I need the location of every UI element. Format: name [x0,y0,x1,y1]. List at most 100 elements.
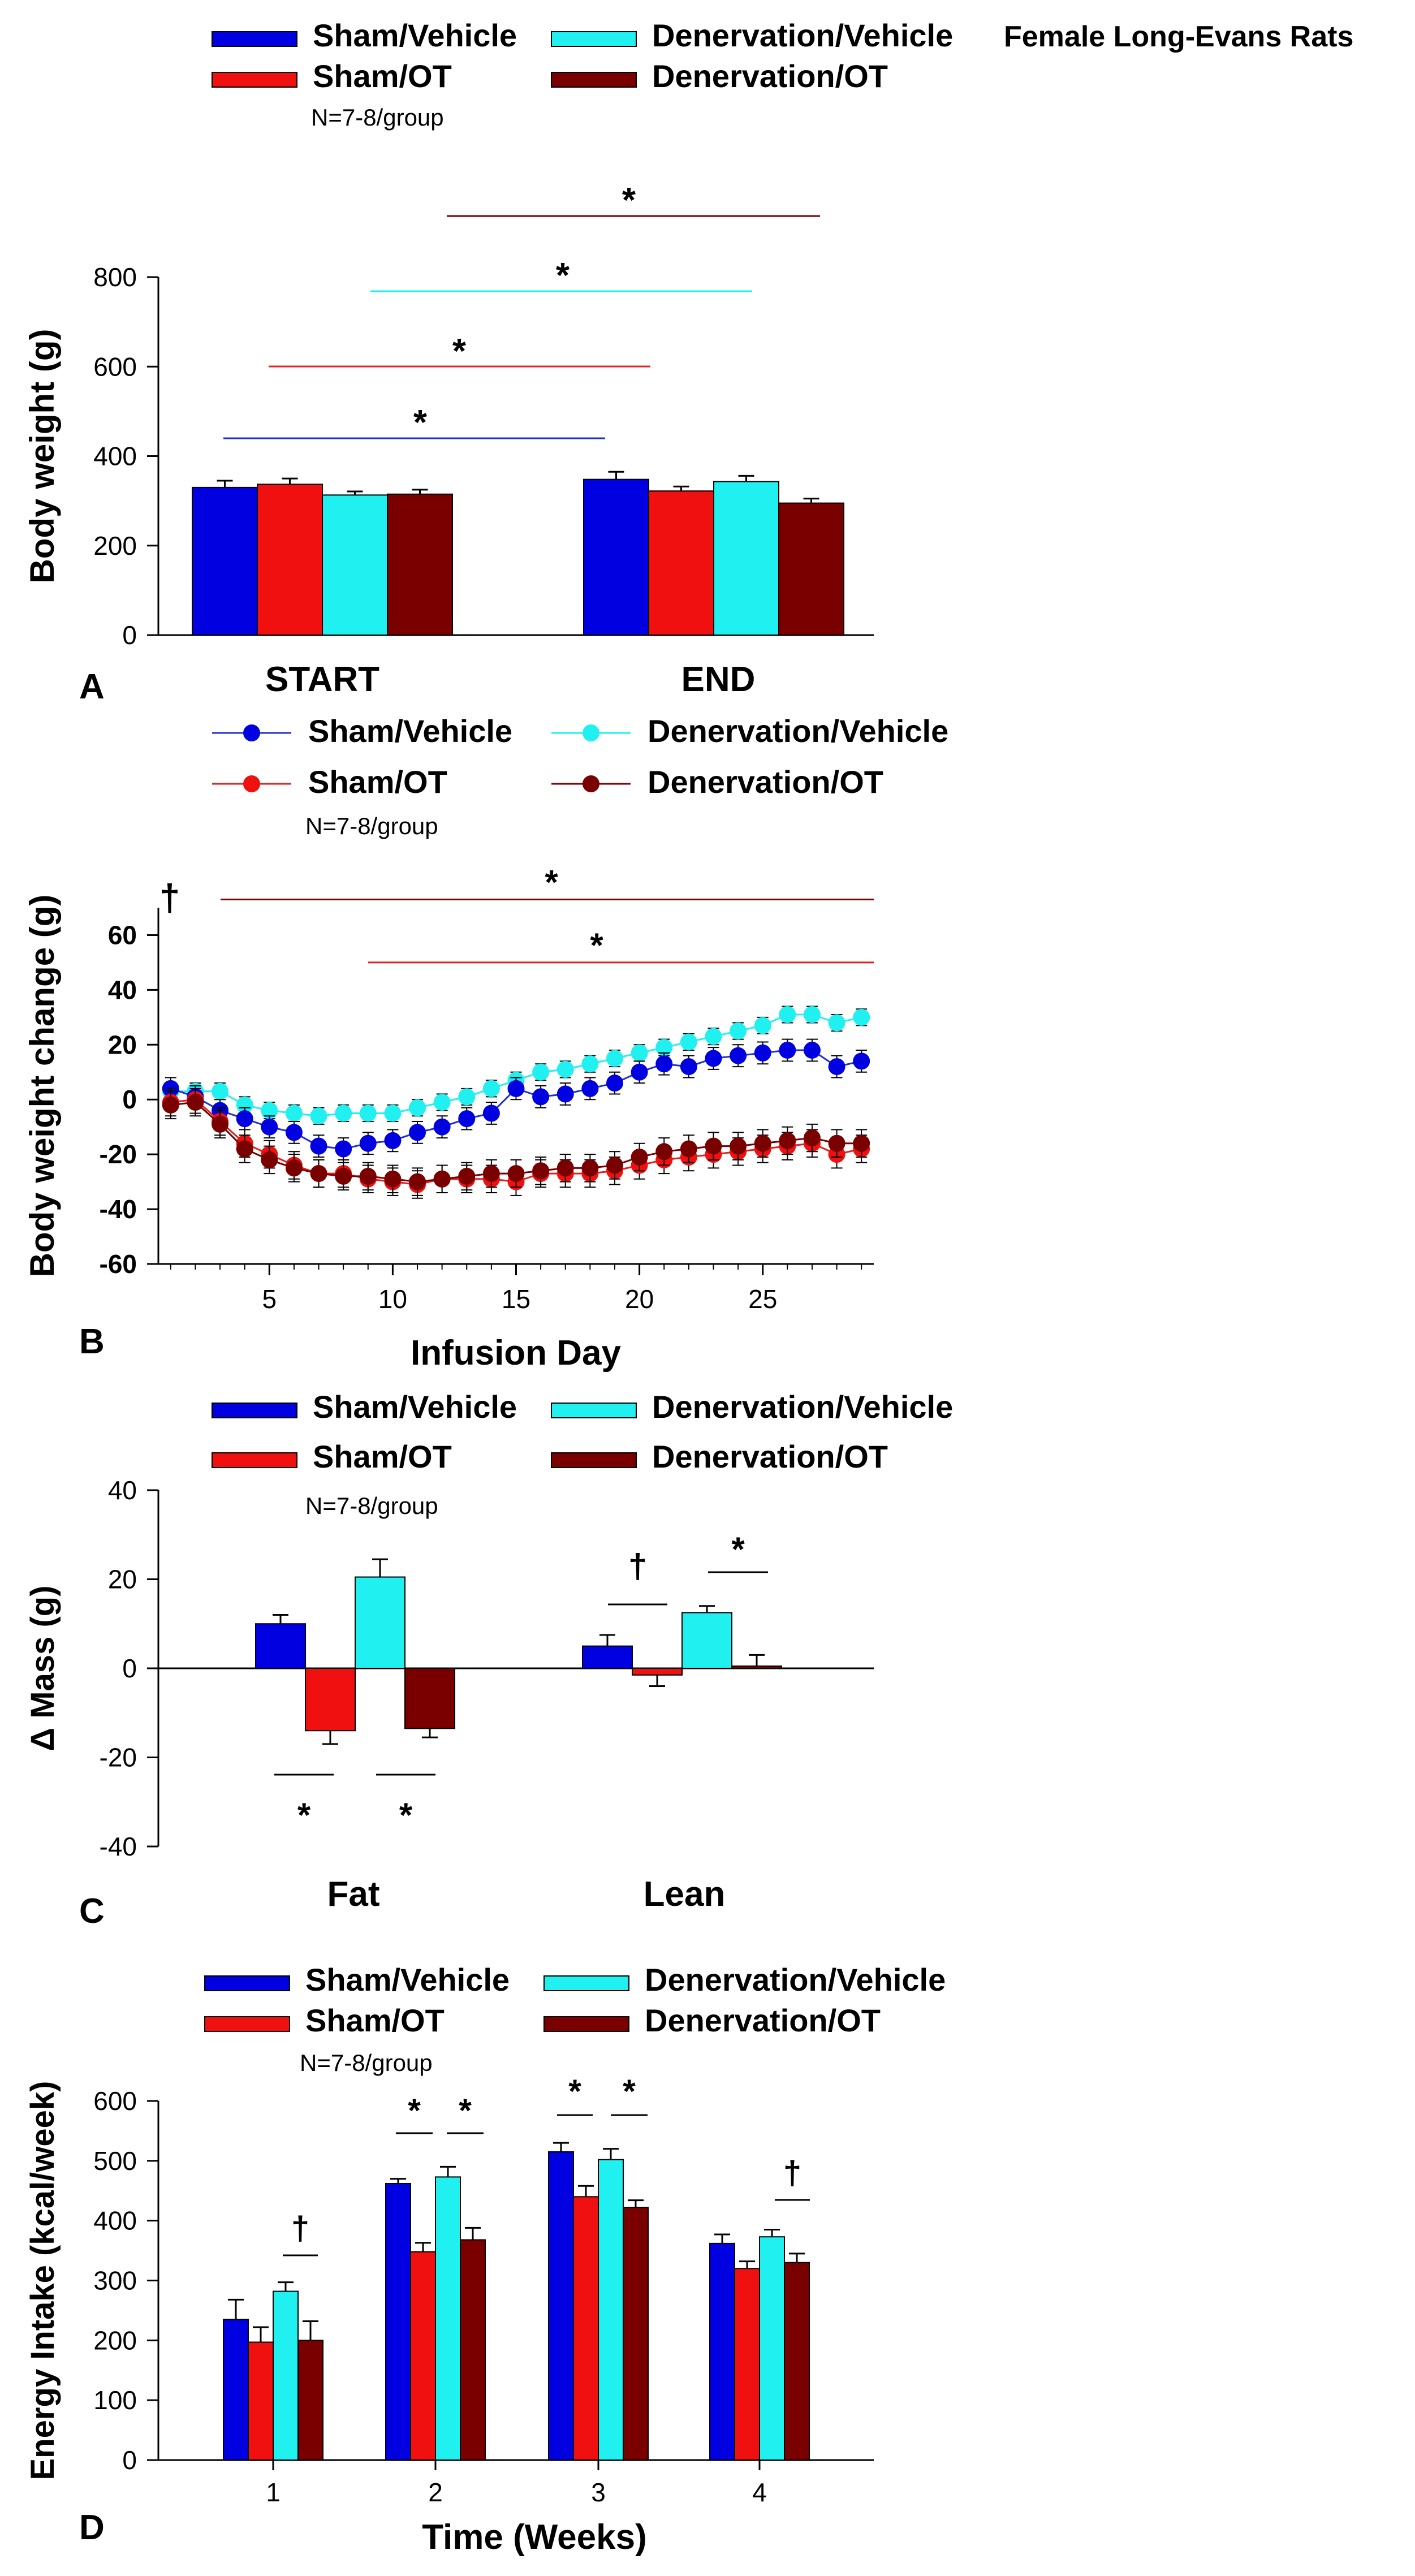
point-den_ot [556,1159,574,1177]
point-sham_vehicle [335,1140,352,1158]
legend-label-den_ot: Denervation/OT [652,1439,888,1474]
point-den_ot [187,1094,204,1111]
significance-mark: † [628,1547,647,1585]
x-axis-title: Time (Weeks) [422,2518,646,2557]
significance-star: * [545,863,558,901]
y-tick-label: -20 [100,1743,137,1772]
x-tick-label: 5 [262,1284,277,1314]
bar-den_ot-1 [778,502,844,636]
point-sham_ot [433,1094,451,1111]
legend: Sham/Vehicle Denervation/Vehicle Sham/OT De… [204,1962,946,2038]
legend-swatch-den_ot [551,1452,637,1468]
point-sham_ot [655,1039,673,1056]
point-den_ot [754,1134,771,1152]
point-den_ot [828,1134,845,1152]
point-den_ot [236,1140,253,1158]
dagger-mark: † [159,877,180,918]
panel-label-d: D [79,2508,105,2547]
point-sham_vehicle [532,1088,550,1106]
category-label-end: END [681,660,756,699]
point-sham_ot [730,1022,747,1040]
legend-swatch-den_vehicle [543,1975,629,1991]
y-tick-label: 20 [108,1030,137,1059]
significance-mark: * [459,2092,472,2129]
y-tick-label: 40 [108,975,137,1004]
point-sham_ot [261,1102,278,1119]
point-sham_ot [409,1099,426,1116]
y-axis-title: Energy Intake (kcal/week) [24,2081,61,2480]
category-label-lean: Lean [644,1875,726,1914]
y-axis-title: Δ Mass (g) [24,1585,61,1751]
legend-swatch-den_ot [543,2016,629,2032]
legend-label-sham_vehicle: Sham/Vehicle [308,713,512,749]
point-sham_vehicle [482,1104,500,1122]
group-n-label: N=7-8/group [305,813,438,839]
y-tick-label: 100 [93,2385,137,2415]
point-den_ot [507,1165,525,1183]
point-sham_vehicle [458,1110,476,1128]
bar-sham_ot-2 [598,2159,624,2461]
significance-star: * [622,181,636,220]
point-den_ot [409,1173,426,1190]
point-sham_ot [335,1104,352,1122]
legend-label-sham_vehicle: Sham/Vehicle [313,1389,517,1425]
point-sham_ot [532,1063,550,1081]
point-sham_vehicle [285,1124,303,1141]
legend-label-sham_ot: Sham/OT [313,1439,452,1474]
significance-mark: * [408,2092,421,2129]
panel-label-a: A [79,667,105,706]
y-tick-label: 400 [93,2206,137,2236]
legend: Sham/Vehicle Denervation/Vehicle Sham/OT De… [212,1389,953,1474]
point-den_ot [655,1143,673,1160]
point-sham_ot [680,1033,697,1051]
point-sham_vehicle [261,1118,278,1136]
bar-sham_vehicle-0 [192,486,258,636]
legend-swatch-den_vehicle [551,1403,637,1418]
bar-sham_vehicle-1 [583,478,649,636]
point-sham_ot [853,1008,870,1026]
legend-label-den_vehicle: Denervation/Vehicle [652,1389,953,1425]
x-tick-label-3: 3 [591,2478,606,2507]
point-sham_vehicle [606,1075,623,1092]
y-tick-label: 60 [108,920,137,950]
y-axis-title: Body weight change (g) [23,895,61,1278]
bar-sham_vehicle-2 [548,2151,574,2461]
bar-sham_ot-0 [322,494,388,636]
category-label-start: START [265,660,379,699]
bar-den_ot-1 [731,1665,782,1669]
legend-swatch-sham_vehicle [204,1975,290,1991]
y-tick-label: 40 [108,1475,137,1505]
point-sham_ot [779,1006,796,1023]
y-tick-label: 0 [122,2445,137,2475]
point-den_ot [680,1140,697,1158]
legend-swatch-sham_ot [204,2016,290,2032]
x-axis-title: Infusion Day [411,1334,622,1373]
y-tick-label: 20 [108,1565,137,1594]
point-sham_ot [803,1006,821,1023]
header-note: Female Long-Evans Rats [1004,20,1353,53]
y-tick-label: 200 [93,531,137,560]
x-tick-label-4: 4 [752,2478,767,2507]
chart-panel-D: 0 100 200 300 400 500 600 1 2 3 4 Energy Intake (kc… [24,2073,874,2507]
legend-label-sham_ot: Sham/OT [305,2003,445,2038]
y-tick-label: 0 [122,1085,137,1114]
point-den_ot [261,1151,278,1168]
bar-den_vehicle-1 [632,1668,683,1676]
point-sham_ot [482,1080,500,1097]
legend-marker-sham_ot [243,775,260,792]
point-sham_vehicle [779,1042,796,1059]
point-sham_vehicle [384,1132,402,1149]
bar-sham_vehicle-1 [385,2183,411,2461]
significance-mark: † [783,2155,801,2191]
point-den_ot [606,1157,623,1174]
bar-den_vehicle-0 [248,2341,274,2461]
bar-den_ot-2 [623,2207,649,2461]
point-sham_ot [359,1104,377,1122]
point-den_ot [730,1137,747,1155]
point-sham_vehicle [556,1085,574,1103]
y-tick-label: 0 [122,1654,137,1683]
y-tick-label: 500 [93,2146,137,2176]
bar-den_vehicle-0 [305,1668,356,1732]
legend-swatch-sham_vehicle [212,31,297,47]
y-tick-label: -60 [100,1249,137,1279]
